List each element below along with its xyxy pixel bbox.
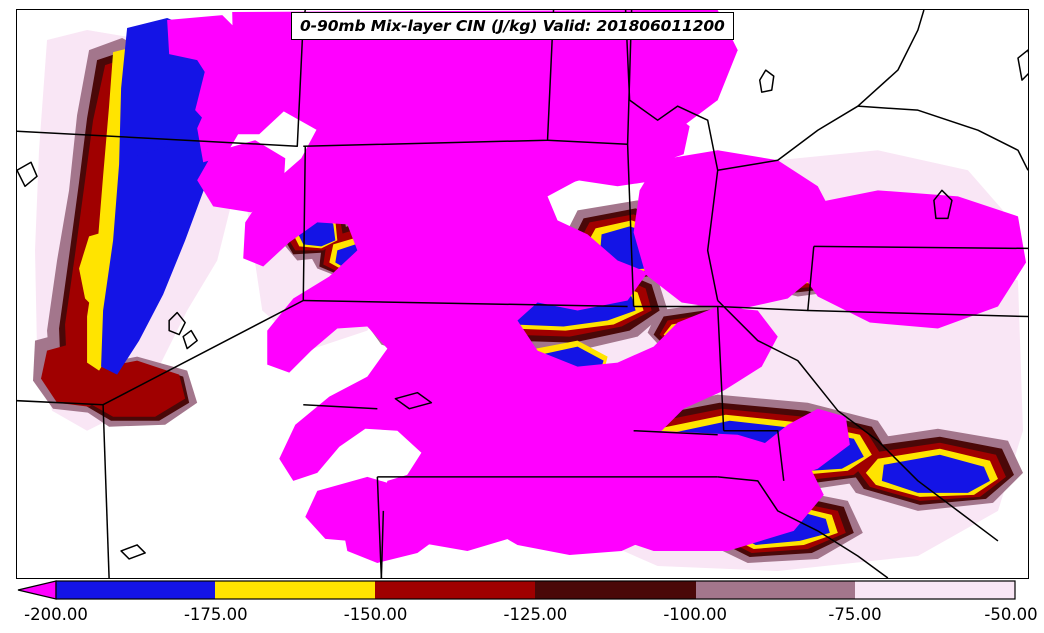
colorbar-tick-label: -200.00 — [24, 605, 88, 624]
plot-title-text: 0-90mb Mix-layer CIN (J/kg) Valid: 20180… — [300, 17, 725, 35]
cin-contour-fill-map — [17, 10, 1028, 578]
colorbar-bin-2 — [375, 581, 535, 599]
colorbar-tick-label: -75.00 — [828, 605, 881, 624]
colorbar-bin-3 — [535, 581, 696, 599]
colorbar-svg: -200.00 -175.00 -150.00 -125.00 -100.00 … — [17, 580, 1038, 624]
colorbar-tick-label: -100.00 — [663, 605, 727, 624]
plot-title-box: 0-90mb Mix-layer CIN (J/kg) Valid: 20180… — [291, 12, 734, 40]
colorbar-tick-label: -50.00 — [984, 605, 1037, 624]
colorbar-tick-label: -175.00 — [184, 605, 248, 624]
colorbar-tick-label: -125.00 — [504, 605, 568, 624]
map-panel — [16, 9, 1029, 579]
colorbar: -200.00 -175.00 -150.00 -125.00 -100.00 … — [0, 578, 1044, 633]
colorbar-tick-label: -150.00 — [344, 605, 408, 624]
colorbar-extend-min-arrow — [17, 580, 57, 600]
political-boundaries — [17, 10, 1028, 578]
colorbar-bin-5 — [855, 581, 1015, 599]
colorbar-bin-1 — [215, 581, 375, 599]
cin-band-below-minus200 — [167, 10, 1026, 563]
colorbar-outline — [55, 580, 1016, 600]
colorbar-bin-4 — [696, 581, 855, 599]
colorbar-bin-0 — [56, 581, 215, 599]
